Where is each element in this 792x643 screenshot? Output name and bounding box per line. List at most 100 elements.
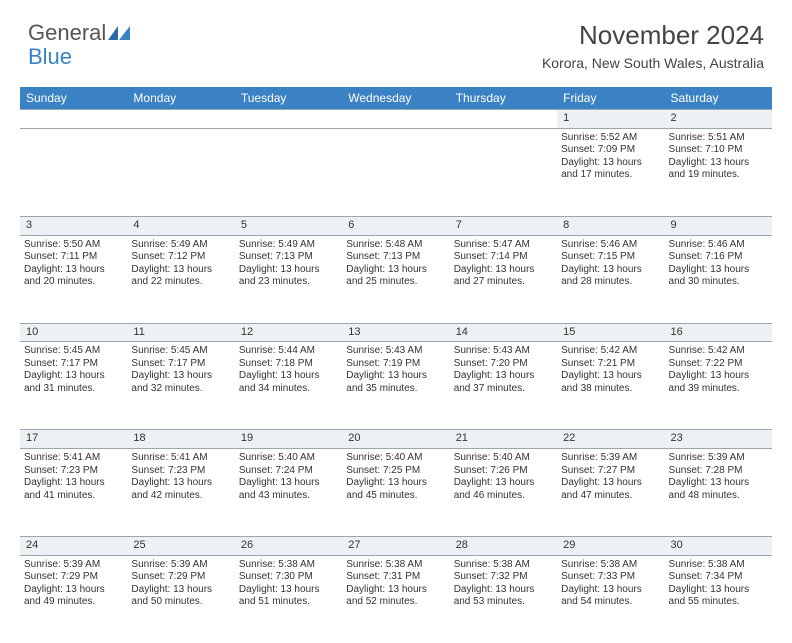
day-sunrise: Sunrise: 5:49 AM: [239, 239, 338, 252]
day-sunset: Sunset: 7:13 PM: [239, 251, 338, 264]
day-number: 28: [450, 537, 557, 556]
day-cell: Sunrise: 5:50 AMSunset: 7:11 PMDaylight:…: [20, 235, 127, 323]
day-number: 12: [235, 323, 342, 342]
day-day1: Daylight: 13 hours: [346, 477, 445, 490]
day-sunset: Sunset: 7:10 PM: [669, 144, 768, 157]
day-sunset: Sunset: 7:32 PM: [454, 571, 553, 584]
day-number: 19: [235, 430, 342, 449]
day-day2: and 43 minutes.: [239, 490, 338, 503]
day-cell: Sunrise: 5:45 AMSunset: 7:17 PMDaylight:…: [127, 342, 234, 430]
day-number: 17: [20, 430, 127, 449]
day-sunset: Sunset: 7:23 PM: [24, 465, 123, 478]
day-cell: Sunrise: 5:38 AMSunset: 7:32 PMDaylight:…: [450, 555, 557, 643]
day-number: [235, 110, 342, 129]
day-day1: Daylight: 13 hours: [669, 264, 768, 277]
day-sunset: Sunset: 7:12 PM: [131, 251, 230, 264]
day-day2: and 41 minutes.: [24, 490, 123, 503]
day-cell: Sunrise: 5:48 AMSunset: 7:13 PMDaylight:…: [342, 235, 449, 323]
day-sunrise: Sunrise: 5:47 AM: [454, 239, 553, 252]
day-day1: Daylight: 13 hours: [561, 370, 660, 383]
day-number-row: 24252627282930: [20, 537, 772, 556]
month-title: November 2024: [542, 20, 764, 51]
day-number: 8: [557, 216, 664, 235]
day-sunrise: Sunrise: 5:42 AM: [561, 345, 660, 358]
day-sunset: Sunset: 7:11 PM: [24, 251, 123, 264]
day-number: 27: [342, 537, 449, 556]
day-number: 13: [342, 323, 449, 342]
day-number: 16: [665, 323, 772, 342]
title-block: November 2024 Korora, New South Wales, A…: [542, 20, 764, 71]
day-cell: Sunrise: 5:43 AMSunset: 7:20 PMDaylight:…: [450, 342, 557, 430]
day-number: 7: [450, 216, 557, 235]
day-sunset: Sunset: 7:30 PM: [239, 571, 338, 584]
day-number: 2: [665, 110, 772, 129]
day-sunset: Sunset: 7:19 PM: [346, 358, 445, 371]
day-sunset: Sunset: 7:29 PM: [24, 571, 123, 584]
day-day2: and 22 minutes.: [131, 276, 230, 289]
day-sunrise: Sunrise: 5:38 AM: [561, 559, 660, 572]
day-day1: Daylight: 13 hours: [346, 584, 445, 597]
day-day1: Daylight: 13 hours: [669, 370, 768, 383]
day-cell: Sunrise: 5:38 AMSunset: 7:34 PMDaylight:…: [665, 555, 772, 643]
day-sunrise: Sunrise: 5:39 AM: [24, 559, 123, 572]
day-content-row: Sunrise: 5:39 AMSunset: 7:29 PM Daylight:…: [20, 555, 772, 643]
day-day1: Daylight: 13 hours: [454, 477, 553, 490]
day-day2: and 45 minutes.: [346, 490, 445, 503]
day-sunrise: Sunrise: 5:51 AM: [669, 132, 768, 145]
day-sunset: Sunset: 7:21 PM: [561, 358, 660, 371]
day-sunset: Sunset: 7:17 PM: [24, 358, 123, 371]
day-sunset: Sunset: 7:23 PM: [131, 465, 230, 478]
day-sunrise: Sunrise: 5:41 AM: [24, 452, 123, 465]
day-cell: Sunrise: 5:42 AMSunset: 7:22 PMDaylight:…: [665, 342, 772, 430]
day-number-row: 3456789: [20, 216, 772, 235]
day-day1: Daylight: 13 hours: [239, 264, 338, 277]
day-day1: Daylight: 13 hours: [131, 584, 230, 597]
logo-text-general: General: [28, 20, 106, 46]
day-day2: and 51 minutes.: [239, 596, 338, 609]
day-number: 14: [450, 323, 557, 342]
day-sunset: Sunset: 7:27 PM: [561, 465, 660, 478]
day-day2: and 38 minutes.: [561, 383, 660, 396]
day-day2: and 28 minutes.: [561, 276, 660, 289]
day-day2: and 25 minutes.: [346, 276, 445, 289]
day-cell: Sunrise: 5:43 AMSunset: 7:19 PMDaylight:…: [342, 342, 449, 430]
day-day2: and 42 minutes.: [131, 490, 230, 503]
day-day1: Daylight: 13 hours: [561, 584, 660, 597]
day-cell: Sunrise: 5:49 AMSunset: 7:12 PMDaylight:…: [127, 235, 234, 323]
day-sunset: Sunset: 7:09 PM: [561, 144, 660, 157]
day-day1: Daylight: 13 hours: [669, 157, 768, 170]
day-number: [127, 110, 234, 129]
day-day1: Daylight: 13 hours: [24, 264, 123, 277]
day-content-row: Sunrise: 5:50 AMSunset: 7:11 PMDaylight:…: [20, 235, 772, 323]
day-cell: Sunrise: 5:39 AMSunset: 7:29 PMDaylight:…: [20, 555, 127, 643]
day-number: 30: [665, 537, 772, 556]
day-day1: Daylight: 13 hours: [131, 477, 230, 490]
day-day2: and 49 minutes.: [24, 596, 123, 609]
day-sunset: Sunset: 7:13 PM: [346, 251, 445, 264]
day-sunrise: Sunrise: 5:39 AM: [669, 452, 768, 465]
day-day1: Daylight: 13 hours: [561, 477, 660, 490]
day-number: 5: [235, 216, 342, 235]
day-sunset: Sunset: 7:25 PM: [346, 465, 445, 478]
day-number: 25: [127, 537, 234, 556]
day-cell: Sunrise: 5:45 AMSunset: 7:17 PMDaylight:…: [20, 342, 127, 430]
day-sunset: Sunset: 7:26 PM: [454, 465, 553, 478]
day-sunrise: Sunrise: 5:44 AM: [239, 345, 338, 358]
day-content-row: Sunrise: 5:41 AMSunset: 7:23 PMDaylight:…: [20, 449, 772, 537]
day-header: Thursday: [450, 87, 557, 110]
day-number: 3: [20, 216, 127, 235]
day-cell: Sunrise: 5:51 AMSunset: 7:10 PMDaylight:…: [665, 128, 772, 216]
day-day1: Daylight: 13 hours: [669, 584, 768, 597]
day-day2: and 50 minutes.: [131, 596, 230, 609]
day-cell: Sunrise: 5:44 AMSunset: 7:18 PMDaylight:…: [235, 342, 342, 430]
day-number: [20, 110, 127, 129]
day-cell: [450, 128, 557, 216]
day-cell: Sunrise: 5:47 AMSunset: 7:14 PMDaylight:…: [450, 235, 557, 323]
logo: General: [28, 20, 130, 46]
day-day2: and 27 minutes.: [454, 276, 553, 289]
day-day2: and 48 minutes.: [669, 490, 768, 503]
day-day1: Daylight: 13 hours: [346, 370, 445, 383]
day-sunrise: Sunrise: 5:43 AM: [454, 345, 553, 358]
day-day1: Daylight: 13 hours: [346, 264, 445, 277]
day-number: 26: [235, 537, 342, 556]
